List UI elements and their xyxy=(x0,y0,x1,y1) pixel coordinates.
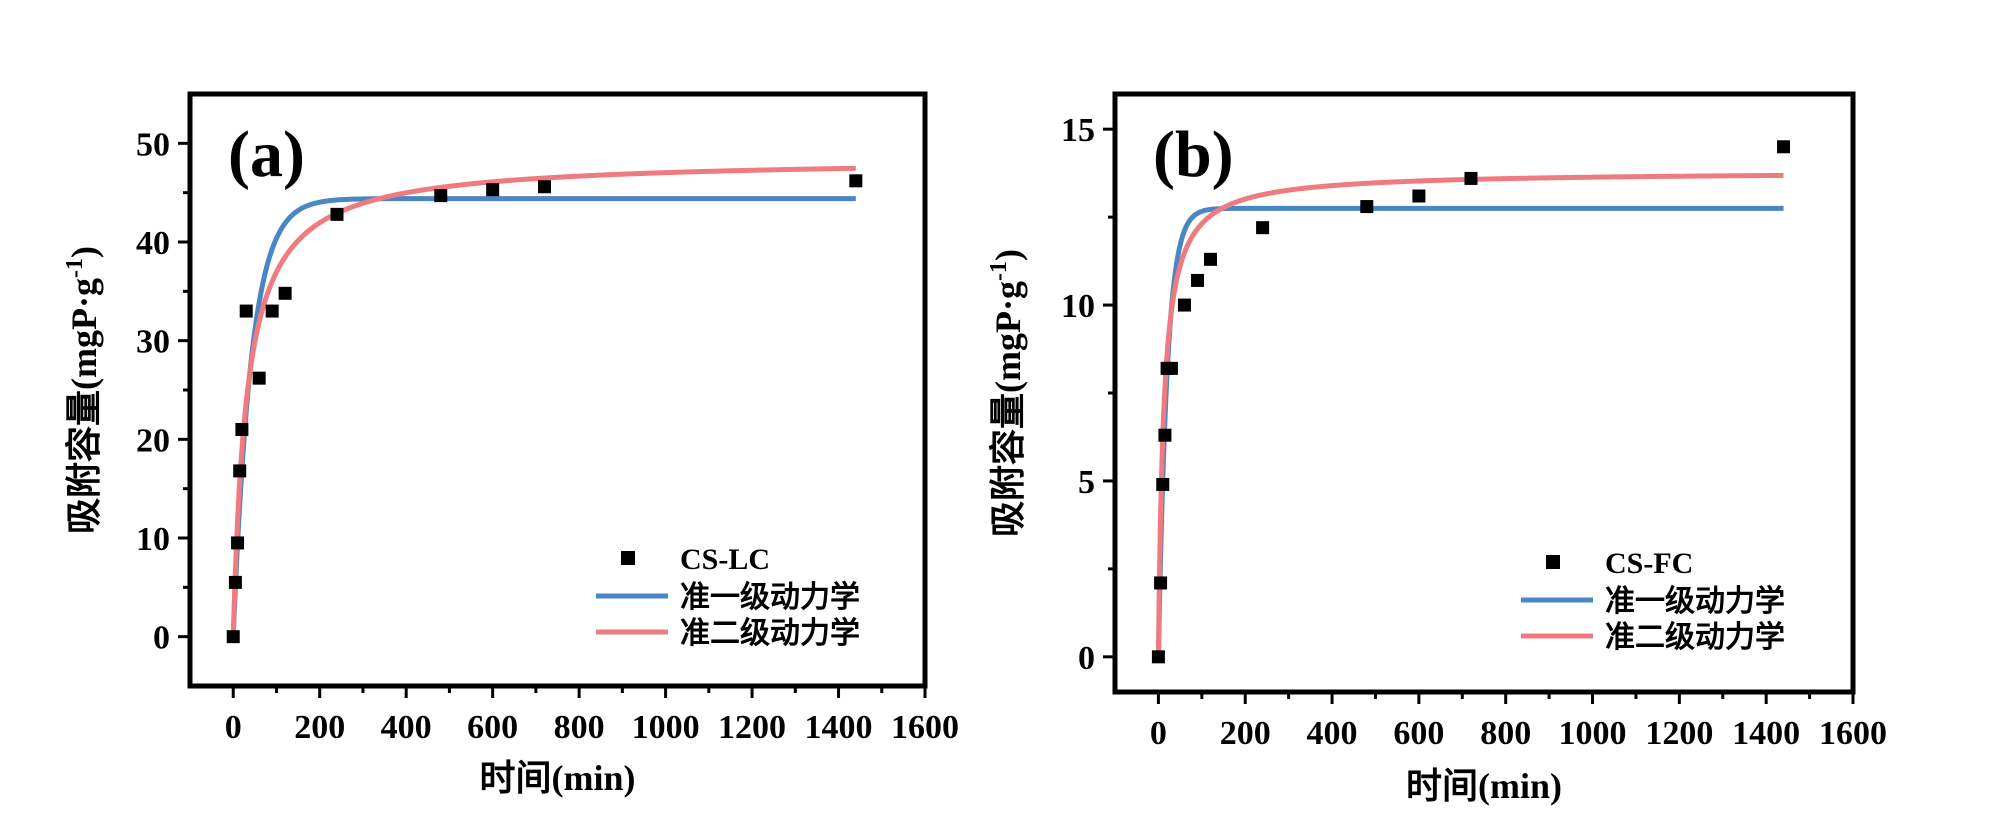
x-tick-label: 1600 xyxy=(1819,715,1887,752)
data-point xyxy=(1164,361,1178,375)
y-tick-label: 10 xyxy=(1061,288,1095,325)
data-point xyxy=(1464,171,1478,185)
data-point xyxy=(1256,221,1270,235)
data-point xyxy=(849,174,863,188)
y-axis-title-close: ) xyxy=(64,246,104,258)
data-point xyxy=(538,180,552,194)
x-tick-label: 1000 xyxy=(1559,715,1627,752)
y-tick-label: 10 xyxy=(136,521,170,558)
chart-panel-2: 0 200 400 600 800 1000 1200 1400 1600 0 5 10 15 (b) CS… xyxy=(986,91,1887,806)
data-point xyxy=(486,183,500,197)
x-axis-title: 时间(min) xyxy=(1406,766,1562,806)
data-point xyxy=(1156,477,1170,491)
data-point xyxy=(1360,200,1374,214)
data-point xyxy=(1154,576,1168,590)
data-point xyxy=(1777,140,1791,154)
x-tick-label: 0 xyxy=(1150,715,1167,752)
y-tick-label: 50 xyxy=(136,126,170,163)
x-tick-label: 800 xyxy=(1480,715,1531,752)
data-point xyxy=(252,371,266,385)
chart-panel-1: 0 200 400 600 800 1000 1200 1400 1600 0 10 20 30 40 50… xyxy=(62,91,959,798)
x-tick-label: 800 xyxy=(554,709,605,746)
data-point xyxy=(1412,189,1426,203)
data-point xyxy=(1151,650,1165,664)
x-tick-label: 600 xyxy=(467,709,518,746)
y-axis-title-main: 吸附容量(mgP·g xyxy=(988,281,1028,537)
x-tick-label: 400 xyxy=(381,709,432,746)
legend-label: CS-FC xyxy=(1605,547,1693,580)
panel-label: (b) xyxy=(1153,118,1234,191)
x-tick-label: 1600 xyxy=(891,709,959,746)
x-tick-label: 0 xyxy=(225,709,242,746)
data-point xyxy=(434,189,448,203)
legend-marker-points xyxy=(1546,555,1560,569)
data-point xyxy=(1158,428,1172,442)
data-point xyxy=(1190,273,1204,287)
fit-curve-pfo xyxy=(230,196,856,637)
data-point xyxy=(226,630,240,644)
y-axis-title-main: 吸附容量(mgP·g xyxy=(64,278,104,534)
y-tick-label: 15 xyxy=(1061,112,1095,149)
data-point xyxy=(1204,252,1218,266)
y-tick-label: 0 xyxy=(153,620,170,657)
y-axis-title-close: ) xyxy=(988,249,1028,261)
x-tick-label: 400 xyxy=(1307,715,1358,752)
data-point xyxy=(233,464,247,478)
legend-label: 准一级动力学 xyxy=(680,580,860,614)
data-point xyxy=(278,286,292,300)
fit-curve-pfo xyxy=(1155,205,1784,657)
y-tick-label: 30 xyxy=(136,324,170,361)
x-tick-label: 1000 xyxy=(632,709,700,746)
y-axis-title-sup: -1 xyxy=(62,258,88,278)
x-tick-label: 200 xyxy=(294,709,345,746)
data-point xyxy=(330,207,344,221)
y-axis-title-sup: -1 xyxy=(986,261,1012,281)
data-point xyxy=(235,422,249,436)
data-point xyxy=(1177,298,1191,312)
y-axis-title: 吸附容量(mgP·g-1) xyxy=(986,249,1028,537)
x-tick-label: 1400 xyxy=(1732,715,1800,752)
x-tick-label: 600 xyxy=(1393,715,1444,752)
y-tick-label: 20 xyxy=(136,422,170,459)
legend-marker-points xyxy=(621,551,635,565)
legend-label: 准二级动力学 xyxy=(1605,620,1785,654)
legend-label: 准一级动力学 xyxy=(1605,584,1785,618)
x-tick-label: 200 xyxy=(1220,715,1271,752)
x-tick-label: 1200 xyxy=(1645,715,1713,752)
y-axis-title: 吸附容量(mgP·g-1) xyxy=(62,246,104,534)
panel-label: (a) xyxy=(228,118,305,191)
x-tick-label: 1400 xyxy=(805,709,873,746)
y-tick-label: 0 xyxy=(1078,640,1095,677)
data-point xyxy=(265,304,279,318)
x-tick-label: 1200 xyxy=(718,709,786,746)
y-tick-label: 40 xyxy=(136,225,170,262)
x-axis-title: 时间(min) xyxy=(480,758,636,798)
data-point xyxy=(239,304,253,318)
y-tick-label: 5 xyxy=(1078,464,1095,501)
legend-label: 准二级动力学 xyxy=(680,616,860,650)
data-point xyxy=(228,575,242,589)
data-point xyxy=(231,536,245,550)
legend-label: CS-LC xyxy=(680,543,770,576)
